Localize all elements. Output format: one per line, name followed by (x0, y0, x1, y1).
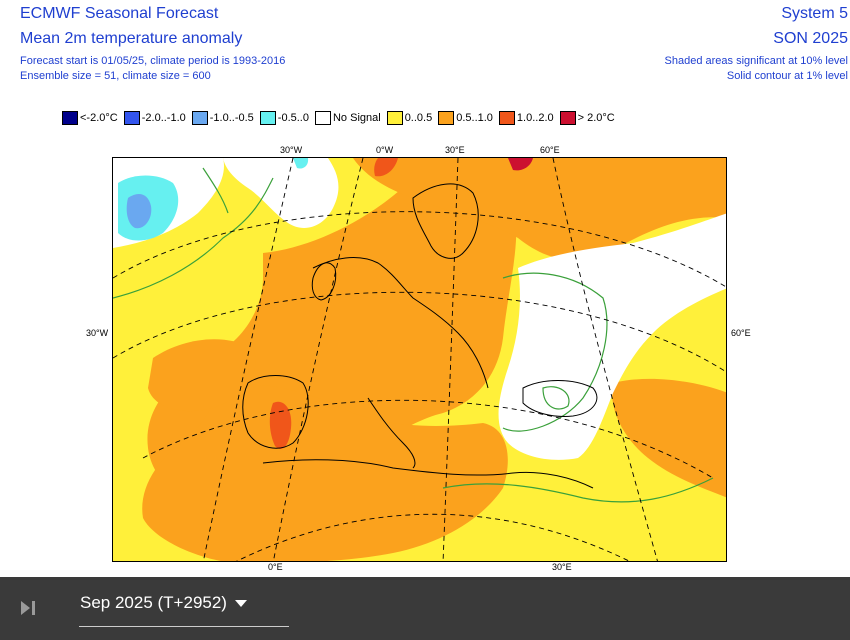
significance-contour-4 (202, 167, 229, 214)
legend-swatch (314, 111, 331, 125)
legend-item: <-2.0°C (62, 111, 118, 125)
cool-region-north (293, 158, 309, 169)
hot-region-northeast (508, 158, 533, 171)
legend-swatch (438, 111, 455, 125)
legend-item: > 2.0°C (559, 111, 615, 125)
legend-swatch (559, 111, 576, 125)
legend: <-2.0°C -2.0..-1.0 -1.0..-0.5 -0.5..0 No Sig… (62, 111, 621, 125)
legend-item: -2.0..-1.0 (123, 111, 186, 125)
legend-swatch (123, 111, 140, 125)
warm-region-east (612, 378, 726, 498)
no-signal-west (223, 158, 339, 228)
legend-swatch (498, 111, 515, 125)
parallel-line-4 (236, 513, 630, 561)
significance-contour-5 (542, 386, 570, 410)
top-label-60e: 60°E (540, 145, 560, 155)
legend-swatch (259, 111, 276, 125)
meridian-line-30e (442, 158, 459, 561)
playback-bar: Sep 2025 (T+2952) (0, 577, 850, 640)
meridian-line-0 (272, 158, 364, 561)
hot-region-north (374, 158, 398, 177)
legend-label: -2.0..-1.0 (141, 112, 186, 124)
legend-label: 0..0.5 (404, 112, 433, 124)
period-label: Sep 2025 (T+2952) (80, 593, 227, 612)
significance-note: Shaded areas significant at 10% level (664, 55, 848, 67)
coastline-black-sea (522, 380, 598, 417)
coastline-iberia (242, 375, 309, 449)
cold-region (126, 194, 152, 229)
meridian-line-60e (552, 158, 658, 561)
bottom-label-30e: 30°E (552, 562, 572, 572)
left-label-30w: 30°W (86, 328, 109, 338)
skip-next-icon[interactable] (18, 598, 38, 623)
contour-note: Solid contour at 1% level (726, 70, 848, 82)
caret-down-icon (234, 593, 247, 613)
dropdown-underline (79, 626, 289, 627)
parallel-line-2 (113, 291, 726, 373)
right-label-60e: 60°E (731, 328, 751, 338)
legend-swatch (191, 111, 208, 125)
legend-swatch (386, 111, 403, 125)
coastline-uk (311, 262, 337, 301)
ensemble-info: Ensemble size = 51, climate size = 600 (20, 70, 211, 82)
forecast-info: Forecast start is 01/05/25, climate peri… (20, 55, 286, 67)
legend-label: -1.0..-0.5 (209, 112, 254, 124)
legend-item: 0..0.5 (386, 111, 433, 125)
legend-label: No Signal (332, 112, 381, 124)
significance-contour-1 (113, 177, 274, 299)
warm-region-north (353, 158, 726, 261)
bottom-label-0e: 0°E (268, 562, 283, 572)
coastline-italy (367, 397, 416, 469)
legend-item: -1.0..-0.5 (191, 111, 254, 125)
system-label: System 5 (781, 5, 848, 22)
parallel-line-1 (113, 211, 726, 288)
legend-label: <-2.0°C (80, 112, 118, 124)
legend-item: 0.5..1.0 (438, 111, 493, 125)
anomaly-map (112, 157, 727, 562)
meridian-line-30w (202, 158, 294, 561)
significance-contour-3 (442, 477, 714, 503)
significance-contour-2 (502, 272, 608, 432)
top-label-0w: 0°W (376, 145, 394, 155)
coastline-europe (312, 257, 489, 389)
warm-region-west-atlantic (148, 339, 256, 412)
legend-item: -0.5..0 (259, 111, 309, 125)
legend-label: 0.5..1.0 (456, 112, 493, 124)
chart-subtitle: Mean 2m temperature anomaly (20, 30, 243, 47)
legend-label: > 2.0°C (577, 112, 615, 124)
legend-item: No Signal (314, 111, 381, 125)
top-label-30e: 30°E (445, 145, 465, 155)
legend-label: -0.5..0 (277, 112, 309, 124)
season-label: SON 2025 (773, 30, 848, 47)
parallel-line-3 (142, 399, 714, 479)
period-dropdown[interactable]: Sep 2025 (T+2952) (80, 593, 247, 613)
legend-swatch (62, 111, 78, 125)
coastline-scandinavia (412, 183, 479, 259)
chart-title: ECMWF Seasonal Forecast (20, 5, 219, 22)
legend-item: 1.0..2.0 (498, 111, 554, 125)
top-label-30w: 30°W (280, 145, 303, 155)
legend-label: 1.0..2.0 (516, 112, 554, 124)
coastline-north-africa (262, 459, 594, 489)
hot-region-iberia (269, 401, 292, 449)
warm-region-southwest (142, 384, 508, 561)
